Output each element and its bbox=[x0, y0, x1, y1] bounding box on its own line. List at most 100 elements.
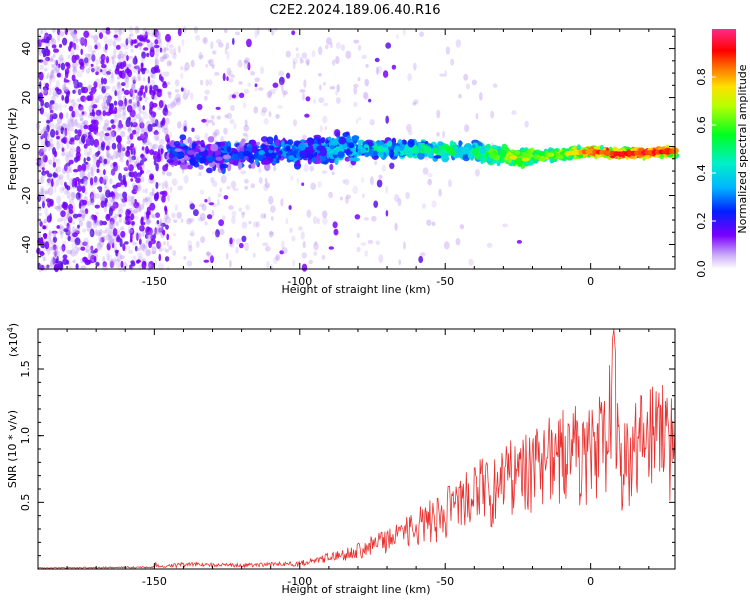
noise-cell bbox=[68, 203, 74, 212]
noise-cell bbox=[60, 210, 66, 218]
noise-cell bbox=[261, 106, 268, 113]
ridge-cell bbox=[260, 136, 269, 143]
noise-cell bbox=[105, 97, 110, 106]
noise-cell bbox=[124, 241, 129, 245]
ridge-cell bbox=[412, 145, 419, 154]
noise-cell bbox=[67, 231, 73, 237]
colorbar-ticks: 0.00.20.40.60.8 bbox=[695, 68, 716, 278]
noise-cell bbox=[83, 41, 87, 46]
noise-cell bbox=[156, 220, 160, 225]
noise-cell bbox=[117, 54, 122, 60]
noise-cell bbox=[145, 226, 152, 235]
noise-cell bbox=[95, 71, 99, 76]
noise-cell bbox=[89, 215, 94, 221]
noise-cell bbox=[99, 237, 102, 243]
noise-cell bbox=[70, 191, 76, 201]
noise-cell bbox=[46, 178, 49, 187]
noise-cell bbox=[125, 68, 131, 74]
noise-cell bbox=[79, 240, 83, 248]
noise-cell bbox=[344, 156, 351, 162]
noise-cell bbox=[107, 153, 112, 159]
noise-cell bbox=[524, 120, 529, 128]
noise-cell bbox=[159, 227, 163, 236]
noise-cell bbox=[85, 137, 92, 146]
ridge-cell bbox=[377, 148, 383, 153]
noise-cell bbox=[296, 177, 300, 184]
ridge-cell bbox=[256, 141, 261, 146]
noise-cell bbox=[82, 241, 88, 246]
noise-cell bbox=[43, 218, 47, 224]
noise-cell bbox=[92, 90, 95, 97]
noise-cell bbox=[111, 124, 116, 129]
noise-cell bbox=[52, 87, 56, 92]
noise-cell bbox=[134, 245, 138, 252]
ridge-cell bbox=[348, 142, 355, 149]
noise-cell bbox=[206, 214, 213, 220]
noise-cell bbox=[48, 58, 55, 63]
noise-cell bbox=[131, 147, 135, 152]
noise-cell bbox=[68, 119, 74, 128]
noise-cell bbox=[152, 102, 158, 108]
noise-cell bbox=[39, 107, 45, 115]
noise-cell bbox=[136, 163, 139, 168]
noise-cell bbox=[161, 48, 166, 54]
noise-cell bbox=[455, 39, 461, 48]
noise-cell bbox=[132, 78, 138, 83]
noise-cell bbox=[103, 135, 108, 140]
noise-cell bbox=[45, 36, 50, 44]
noise-cell bbox=[254, 83, 258, 88]
noise-cell bbox=[131, 83, 136, 92]
noise-cell bbox=[113, 246, 118, 251]
noise-cell bbox=[219, 187, 223, 193]
noise-cell bbox=[68, 99, 75, 103]
noise-cell bbox=[99, 137, 103, 142]
noise-cell bbox=[240, 170, 247, 175]
noise-cell bbox=[130, 213, 135, 221]
noise-cell bbox=[333, 228, 339, 236]
noise-cell bbox=[146, 211, 150, 220]
ridge-cell bbox=[173, 157, 179, 167]
noise-cell bbox=[389, 162, 395, 169]
noise-cell bbox=[134, 89, 138, 94]
noise-cell bbox=[58, 176, 61, 181]
noise-cell bbox=[64, 68, 70, 75]
noise-cell bbox=[127, 126, 132, 135]
noise-cell bbox=[55, 165, 62, 173]
noise-cell bbox=[133, 215, 139, 220]
noise-cell bbox=[89, 137, 95, 146]
noise-cell bbox=[178, 45, 181, 54]
ridge-cell bbox=[397, 139, 403, 145]
noise-cell bbox=[270, 205, 276, 213]
noise-cell bbox=[407, 73, 412, 82]
noise-cell bbox=[122, 191, 128, 199]
snr-scale-note: (x104) bbox=[6, 323, 20, 357]
noise-cell bbox=[67, 235, 71, 242]
noise-cell bbox=[145, 83, 151, 89]
noise-cell bbox=[56, 117, 63, 124]
noise-cell bbox=[49, 75, 52, 85]
noise-cell bbox=[413, 62, 417, 71]
noise-cell bbox=[49, 73, 53, 80]
noise-cell bbox=[90, 195, 94, 200]
noise-cell bbox=[254, 29, 258, 39]
noise-cell bbox=[75, 38, 79, 44]
noise-cell bbox=[94, 98, 100, 104]
noise-cell bbox=[116, 252, 123, 262]
noise-cell bbox=[69, 250, 73, 255]
noise-cell bbox=[83, 210, 87, 217]
noise-cell bbox=[109, 259, 115, 268]
noise-cell bbox=[213, 71, 220, 76]
noise-cell bbox=[254, 77, 260, 82]
noise-cell bbox=[211, 210, 215, 217]
noise-cell bbox=[137, 181, 141, 190]
noise-cell bbox=[72, 169, 79, 173]
noise-cell bbox=[118, 172, 123, 181]
noise-cell bbox=[70, 30, 77, 38]
noise-cell bbox=[73, 108, 80, 118]
y-tick-label: -40 bbox=[20, 236, 33, 254]
noise-cell bbox=[123, 125, 127, 130]
noise-cell bbox=[255, 221, 260, 228]
ridge-cell bbox=[521, 157, 530, 162]
